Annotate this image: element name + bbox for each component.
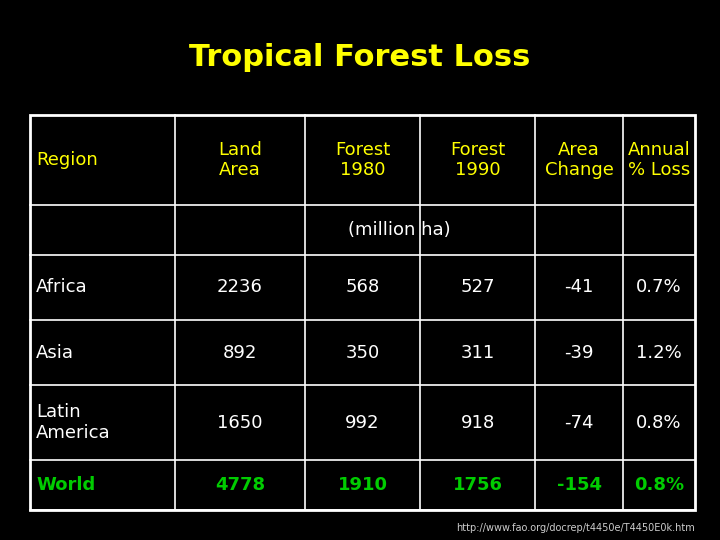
- Text: 1650: 1650: [217, 414, 263, 431]
- Text: (million ha): (million ha): [348, 221, 450, 239]
- Text: 992: 992: [346, 414, 379, 431]
- Text: Forest
1990: Forest 1990: [450, 140, 505, 179]
- Text: -39: -39: [564, 343, 594, 361]
- Text: 311: 311: [460, 343, 495, 361]
- Text: -74: -74: [564, 414, 594, 431]
- Text: 350: 350: [346, 343, 379, 361]
- Text: Tropical Forest Loss: Tropical Forest Loss: [189, 44, 531, 72]
- Text: 0.8%: 0.8%: [636, 414, 682, 431]
- Text: World: World: [36, 476, 95, 494]
- Text: Africa: Africa: [36, 279, 88, 296]
- Text: Area
Change: Area Change: [544, 140, 613, 179]
- Text: 1756: 1756: [452, 476, 503, 494]
- Bar: [30, 115, 695, 510]
- Text: 2236: 2236: [217, 279, 263, 296]
- Text: Asia: Asia: [36, 343, 74, 361]
- Text: 892: 892: [222, 343, 257, 361]
- Text: Latin
America: Latin America: [36, 403, 111, 442]
- Text: 918: 918: [460, 414, 495, 431]
- Text: 4778: 4778: [215, 476, 265, 494]
- Text: http://www.fao.org/docrep/t4450e/T4450E0k.htm: http://www.fao.org/docrep/t4450e/T4450E0…: [456, 523, 695, 533]
- Text: Forest
1980: Forest 1980: [335, 140, 390, 179]
- Text: 0.7%: 0.7%: [636, 279, 682, 296]
- Text: Annual
% Loss: Annual % Loss: [628, 140, 690, 179]
- Text: 1.2%: 1.2%: [636, 343, 682, 361]
- Text: 568: 568: [346, 279, 379, 296]
- Text: 0.8%: 0.8%: [634, 476, 684, 494]
- Text: 527: 527: [460, 279, 495, 296]
- Text: -154: -154: [557, 476, 601, 494]
- Text: Region: Region: [36, 151, 98, 169]
- Text: 1910: 1910: [338, 476, 387, 494]
- Text: -41: -41: [564, 279, 594, 296]
- Text: Land
Area: Land Area: [218, 140, 262, 179]
